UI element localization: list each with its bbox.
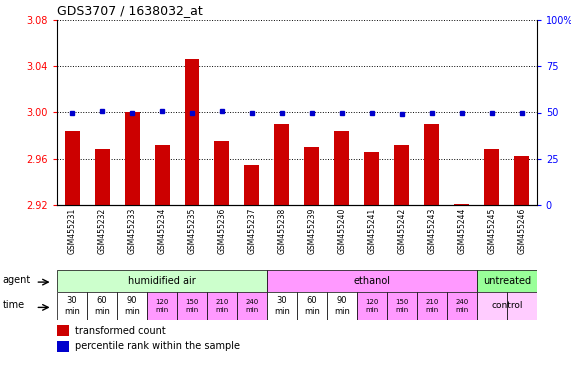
Text: 90
min: 90 min (124, 296, 140, 316)
Bar (297, 292, 327, 320)
Bar (117, 292, 147, 320)
Bar (65, 131, 79, 205)
Bar (327, 292, 357, 320)
Text: 30
min: 30 min (274, 296, 290, 316)
Bar (267, 270, 477, 292)
Bar (275, 124, 289, 205)
Bar (57, 341, 69, 351)
Bar (57, 270, 267, 292)
Text: 210
min: 210 min (425, 300, 439, 313)
Bar (155, 145, 170, 205)
Bar (184, 59, 199, 205)
Text: ethanol: ethanol (353, 276, 391, 286)
Text: 240
min: 240 min (246, 300, 259, 313)
Bar (455, 204, 469, 205)
Bar (304, 147, 319, 205)
Bar (477, 292, 507, 320)
Text: time: time (3, 300, 25, 310)
Bar (387, 292, 417, 320)
Text: 150
min: 150 min (186, 300, 199, 313)
Text: 60
min: 60 min (94, 296, 110, 316)
Bar (207, 292, 237, 320)
Bar (484, 149, 499, 205)
Bar (237, 292, 267, 320)
Bar (95, 149, 110, 205)
Bar (87, 292, 117, 320)
Text: 120
min: 120 min (365, 300, 379, 313)
Text: 90
min: 90 min (334, 296, 350, 316)
Bar (267, 292, 297, 320)
Text: 30
min: 30 min (64, 296, 80, 316)
Text: percentile rank within the sample: percentile rank within the sample (75, 341, 240, 351)
Bar (147, 292, 177, 320)
Text: 210
min: 210 min (215, 300, 228, 313)
Bar (364, 152, 379, 205)
Text: 120
min: 120 min (155, 300, 168, 313)
Bar (57, 292, 87, 320)
Bar (417, 292, 447, 320)
Bar (124, 113, 139, 205)
Text: control: control (491, 301, 522, 311)
Bar (57, 325, 69, 336)
Bar (357, 292, 387, 320)
Text: untreated: untreated (482, 276, 531, 286)
Bar (507, 292, 537, 320)
Text: humidified air: humidified air (128, 276, 196, 286)
Text: GDS3707 / 1638032_at: GDS3707 / 1638032_at (57, 5, 203, 17)
Bar (395, 145, 409, 205)
Bar (244, 164, 259, 205)
Text: transformed count: transformed count (75, 326, 166, 336)
Bar (477, 270, 537, 292)
Bar (424, 124, 439, 205)
Bar (215, 141, 230, 205)
Bar (514, 156, 529, 205)
Text: agent: agent (3, 275, 31, 285)
Text: 60
min: 60 min (304, 296, 320, 316)
Bar (447, 292, 477, 320)
Text: 150
min: 150 min (395, 300, 408, 313)
Text: 240
min: 240 min (455, 300, 468, 313)
Bar (177, 292, 207, 320)
Bar (335, 131, 349, 205)
